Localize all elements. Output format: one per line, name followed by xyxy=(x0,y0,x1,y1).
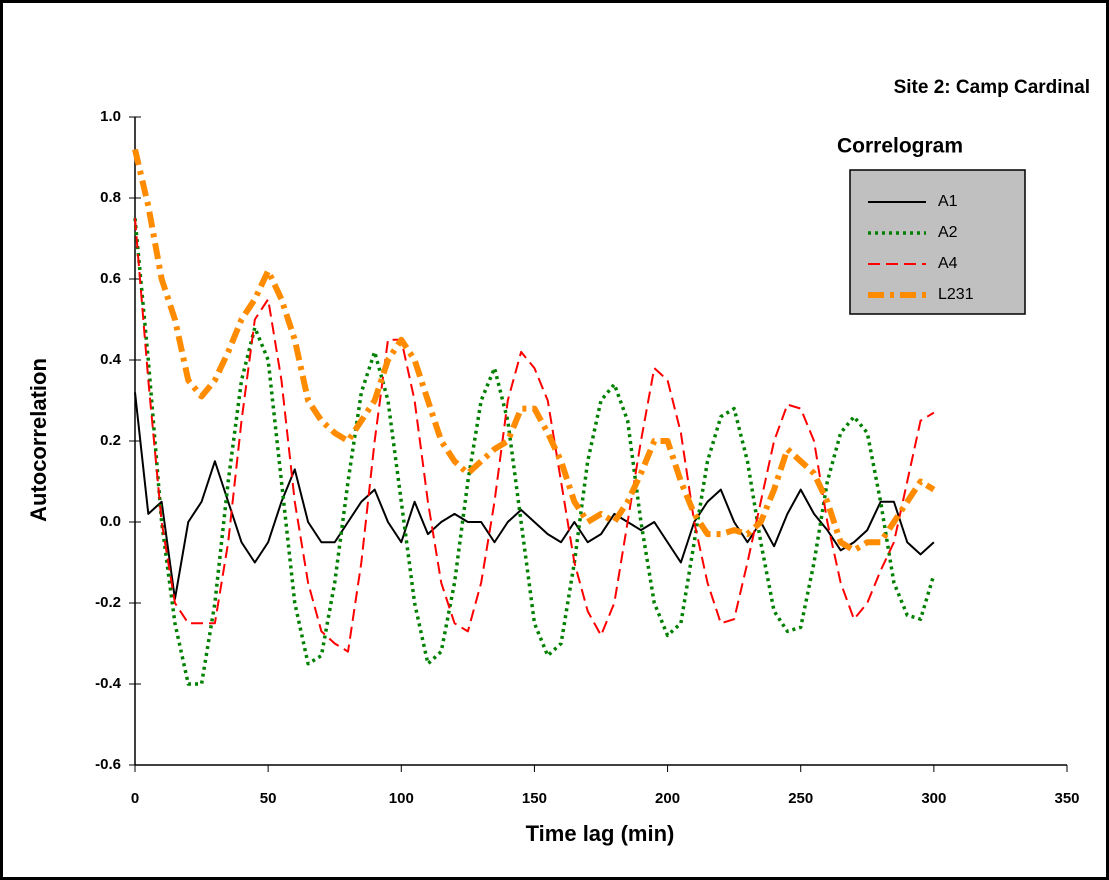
x-tick-label: 0 xyxy=(131,790,139,807)
legend-label: A4 xyxy=(938,255,958,272)
x-tick-label: 150 xyxy=(522,790,547,807)
x-axis-label: Time lag (min) xyxy=(526,821,675,846)
y-tick-label: 0.2 xyxy=(100,432,121,449)
x-tick-label: 300 xyxy=(921,790,946,807)
y-tick-label: 0.0 xyxy=(100,513,121,530)
legend-title: Correlogram xyxy=(837,135,963,158)
y-tick-label: 0.8 xyxy=(100,189,121,206)
legend-label: L231 xyxy=(938,286,974,303)
x-tick-label: 100 xyxy=(389,790,414,807)
legend-box xyxy=(849,169,1026,315)
series-line xyxy=(134,218,935,653)
x-tick-label: 350 xyxy=(1054,790,1079,807)
y-tick-label: -0.6 xyxy=(95,756,121,773)
series-line xyxy=(133,218,936,686)
legend-label: A1 xyxy=(938,193,958,210)
series-line xyxy=(134,392,935,600)
y-tick-label: 0.6 xyxy=(100,270,121,287)
y-tick-label: 1.0 xyxy=(100,108,121,125)
chart-title: Site 2: Camp Cardinal xyxy=(894,77,1090,98)
y-tick-label: 0.4 xyxy=(100,351,122,368)
series-line xyxy=(132,148,936,554)
y-tick-label: -0.2 xyxy=(95,594,121,611)
y-tick-label: -0.4 xyxy=(95,675,122,692)
x-tick-label: 200 xyxy=(655,790,680,807)
x-tick-label: 50 xyxy=(260,790,277,807)
legend-label: A2 xyxy=(938,224,958,241)
y-axis-label: Autocorrelation xyxy=(26,358,51,522)
x-tick-label: 250 xyxy=(788,790,813,807)
